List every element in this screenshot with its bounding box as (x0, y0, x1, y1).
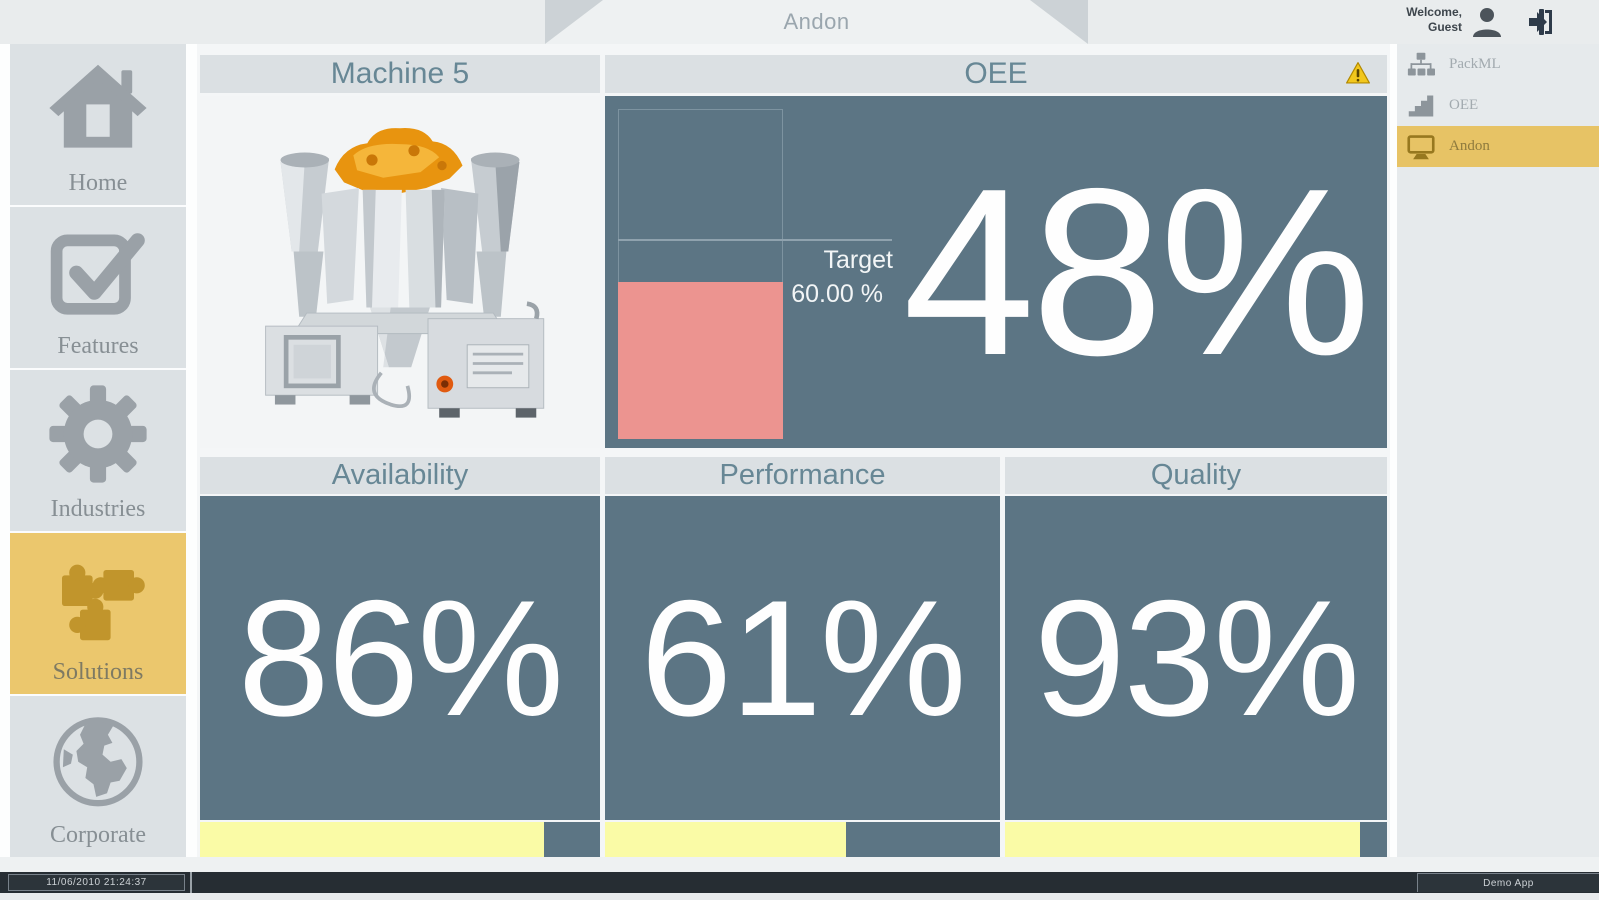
quality-value: 93% (1005, 496, 1387, 820)
sidebar-item-label: Industries (50, 496, 146, 522)
oee-value: 48% (902, 139, 1371, 405)
checkbox-icon (44, 217, 152, 329)
rail-item-label: PackML (1449, 56, 1501, 72)
user-icon[interactable] (1470, 5, 1504, 39)
target-value: 60.00 % (791, 280, 883, 308)
availability-header: Availability (200, 457, 600, 494)
hierarchy-icon (1407, 51, 1435, 79)
oee-bar-gauge (618, 109, 783, 439)
footer-spacer (0, 857, 1599, 872)
sidebar-item-industries[interactable]: Industries (10, 370, 186, 531)
oee-panel-title: OEE (964, 57, 1028, 90)
timestamp: 11/06/2010 21:24:37 (46, 877, 147, 888)
quality-progress (1005, 822, 1387, 861)
page-title: Andon (783, 9, 850, 34)
machine-panel-title: Machine 5 (330, 57, 470, 90)
puzzle-icon (44, 543, 152, 655)
rail-item-label: Andon (1449, 138, 1490, 154)
app-name: Demo App (1483, 877, 1534, 889)
sidebar-item-label: Features (57, 333, 139, 359)
status-divider (190, 872, 192, 893)
sidebar-item-solutions[interactable]: Solutions (10, 533, 186, 694)
rail-item-oee[interactable]: OEE (1397, 85, 1599, 126)
top-bar: Andon Welcome, Guest (0, 0, 1599, 44)
sidebar-item-label: Solutions (52, 659, 144, 685)
machine-panel-header: Machine 5 (200, 55, 600, 93)
app-name-box: Demo App (1417, 873, 1599, 892)
home-icon (44, 54, 152, 166)
gear-icon (44, 380, 152, 492)
welcome-text: Welcome, Guest (1406, 5, 1462, 34)
quality-header: Quality (1005, 457, 1387, 494)
oee-panel-body: Target 60.00 % 48% (605, 96, 1387, 448)
monitor-icon (1407, 133, 1435, 161)
machine-photo (226, 104, 574, 440)
target-label: Target (823, 246, 893, 274)
left-sidebar: Home Features (10, 44, 186, 872)
rail-item-andon[interactable]: Andon (1397, 126, 1599, 167)
sidebar-item-corporate[interactable]: Corporate (10, 696, 186, 857)
sidebar-item-label: Home (68, 170, 128, 196)
performance-header: Performance (605, 457, 1000, 494)
quality-progress-fill (1005, 822, 1361, 861)
availability-progress (200, 822, 600, 861)
rail-item-label: OEE (1449, 97, 1479, 113)
logout-icon[interactable] (1525, 8, 1557, 36)
availability-progress-fill (200, 822, 544, 861)
steps-chart-icon (1407, 92, 1435, 120)
sidebar-item-home[interactable]: Home (10, 44, 186, 205)
oee-panel-header: OEE (605, 55, 1387, 93)
performance-progress (605, 822, 1000, 861)
globe-icon (44, 706, 152, 818)
oee-bar-fill (618, 281, 783, 439)
bottom-edge (0, 893, 1599, 900)
rail-item-packml[interactable]: PackML (1397, 44, 1599, 85)
performance-value: 61% (605, 496, 1000, 820)
machine-panel-body (200, 96, 600, 448)
right-sidebar: PackML OEE Andon (1397, 44, 1599, 872)
warning-icon[interactable] (1345, 61, 1371, 86)
title-tab: Andon (545, 0, 1088, 44)
timestamp-box: 11/06/2010 21:24:37 (8, 874, 185, 891)
sidebar-item-label: Corporate (50, 822, 146, 848)
availability-value: 86% (200, 496, 600, 820)
status-bar: 11/06/2010 21:24:37 Demo App (0, 872, 1599, 893)
main-content: Machine 5 OEE (197, 44, 1390, 872)
performance-progress-fill (605, 822, 846, 861)
sidebar-item-features[interactable]: Features (10, 207, 186, 368)
